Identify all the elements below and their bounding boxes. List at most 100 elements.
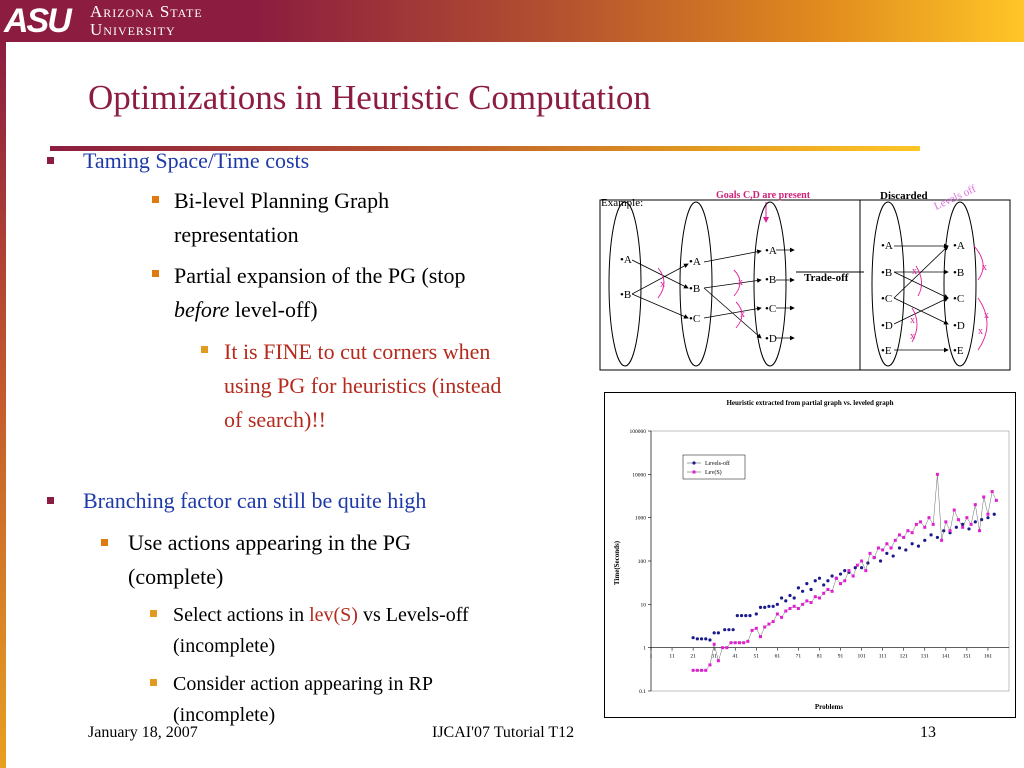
select-actions-post: vs Levels-off: [357, 604, 469, 626]
data-point: [876, 546, 880, 550]
data-point: [826, 587, 830, 591]
data-point: [897, 546, 902, 550]
data-point: [788, 593, 792, 598]
node-label: •B: [881, 267, 892, 279]
data-point: [923, 525, 927, 529]
data-point: [940, 538, 944, 542]
data-point: [990, 490, 994, 494]
data-point: [727, 628, 731, 632]
university-name-line1: Arizona State: [90, 2, 203, 21]
data-point: [881, 548, 885, 552]
data-point: [973, 520, 977, 524]
node-label: •C: [881, 293, 892, 305]
bullet-bilevel-line2: representation: [174, 222, 299, 247]
data-point: [859, 566, 864, 570]
data-point: [779, 596, 784, 600]
data-point: [737, 641, 741, 645]
data-point: [801, 602, 805, 606]
x-tick-label: 121: [900, 654, 909, 660]
header-banner: ASU Arizona State University: [0, 0, 1024, 42]
x-tick-label: 151: [963, 654, 972, 660]
data-point: [695, 668, 699, 672]
x-tick-label: 51: [754, 654, 760, 660]
node-label: •C: [765, 303, 776, 315]
data-point: [723, 628, 727, 632]
data-point: [931, 522, 935, 526]
mutex-arcs: [657, 245, 988, 351]
node-label: •D: [953, 320, 965, 332]
series-line: [693, 474, 997, 671]
data-point: [817, 596, 821, 600]
x-tick-label: 1: [650, 654, 653, 660]
x-tick-label: 31: [711, 654, 717, 660]
data-point: [817, 576, 822, 580]
node-label: •A: [689, 256, 701, 268]
bullet-marker: [150, 679, 157, 686]
data-point: [775, 602, 779, 606]
data-point: [754, 626, 758, 630]
bullet-use-actions-line1: Use actions appearing in the PG: [128, 530, 411, 555]
data-point: [763, 625, 767, 629]
data-point: [813, 579, 817, 583]
data-point: [839, 582, 843, 586]
footer-event: IJCAI'07 Tutorial T12: [432, 724, 575, 741]
svg-text:x: x: [660, 279, 665, 290]
node-label: •A: [765, 245, 777, 257]
data-point: [771, 604, 775, 608]
data-point: [954, 525, 958, 529]
footer-page-number: 13: [920, 724, 936, 741]
x-tick-label: 61: [775, 654, 781, 660]
data-point: [792, 596, 796, 600]
data-point: [929, 533, 933, 537]
data-point: [910, 531, 914, 535]
data-point: [809, 601, 813, 605]
footer-date: January 18, 2007: [88, 724, 198, 741]
data-point: [763, 605, 767, 609]
legend-label: Levels-off: [705, 460, 730, 467]
data-point: [834, 576, 838, 580]
svg-text:x: x: [910, 331, 915, 342]
data-point: [843, 579, 847, 583]
node-label: •E: [953, 345, 964, 357]
slide-title: Optimizations in Heuristic Computation: [88, 78, 651, 117]
data-point: [944, 520, 948, 524]
y-tick-label: 100: [638, 559, 647, 565]
data-point: [847, 569, 851, 573]
level-ellipse: [608, 201, 642, 367]
legend-box: [682, 454, 746, 480]
x-tick-label: 41: [732, 654, 738, 660]
data-point: [982, 495, 986, 499]
data-point: [796, 586, 801, 590]
data-point: [860, 559, 864, 563]
data-point: [708, 663, 712, 667]
data-point: [708, 638, 712, 642]
x-tick-label: 111: [879, 654, 887, 660]
data-point: [864, 569, 868, 573]
data-point: [902, 535, 906, 539]
svg-text:x: x: [978, 326, 983, 337]
data-point: [866, 561, 870, 565]
legend-marker: [692, 461, 696, 465]
data-point: [767, 604, 771, 608]
data-point: [978, 529, 982, 533]
data-point: [742, 641, 746, 645]
data-point: [904, 548, 908, 552]
data-point: [948, 529, 952, 533]
partial-line2-rest: level-off): [229, 297, 318, 322]
level-ellipse: [943, 201, 977, 367]
data-point: [767, 622, 771, 626]
series-lev-s: [691, 472, 998, 672]
node-label: •A: [620, 254, 632, 266]
y-tick-label: 1: [643, 646, 646, 652]
bullet-select-actions: Select actions in lev(S) vs Levels-off: [173, 598, 469, 632]
chart-y-axis-label: Time(Seconds): [613, 540, 621, 585]
data-point: [695, 637, 699, 641]
x-tick-label: 161: [984, 654, 993, 660]
chart-title: Heuristic extracted from partial graph v…: [726, 399, 893, 407]
svg-text:x: x: [982, 262, 987, 273]
data-point: [748, 613, 752, 618]
chart-panel: Heuristic extracted from partial graph v…: [604, 392, 1016, 718]
asu-logo: ASU: [4, 2, 72, 40]
data-point: [919, 520, 923, 524]
bullet-select-actions-line2: (incomplete): [173, 635, 276, 657]
